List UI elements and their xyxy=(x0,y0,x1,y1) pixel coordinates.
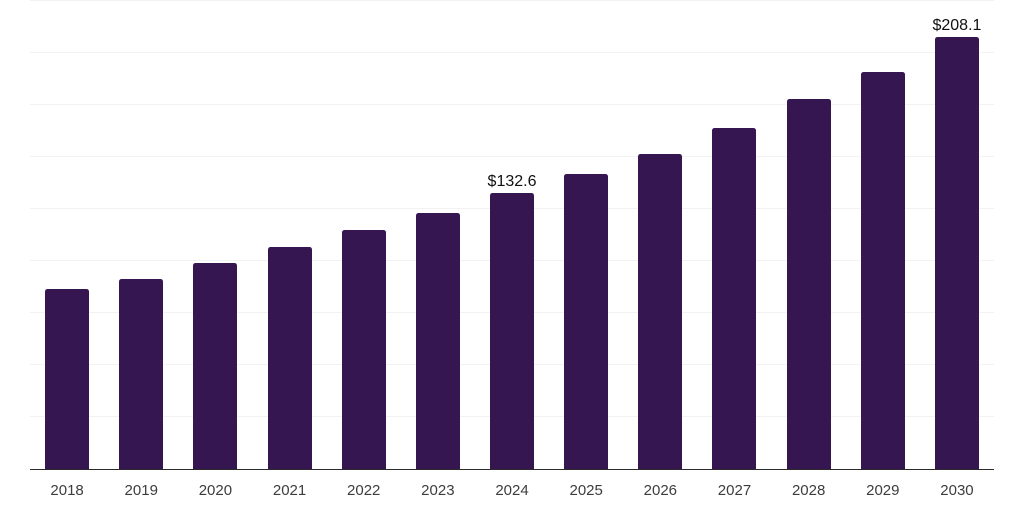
bar-2025 xyxy=(564,174,609,469)
bar-slot-2029 xyxy=(846,1,920,469)
x-tick-2025: 2025 xyxy=(569,482,603,499)
bar-2028 xyxy=(786,99,831,469)
bar-2024 xyxy=(490,193,535,469)
x-tick-2028: 2028 xyxy=(791,482,826,499)
gridline xyxy=(30,104,994,106)
data-label-2030: $208.1 xyxy=(932,17,982,34)
bar-slot-2019 xyxy=(104,1,178,469)
bar-slot-2028 xyxy=(772,1,846,469)
bar-slot-2024: $132.6 xyxy=(475,1,549,469)
x-tick-2027: 2027 xyxy=(717,482,752,499)
bar-slot-2018 xyxy=(30,1,104,469)
bar-2026 xyxy=(638,154,683,469)
data-label-2024: $132.6 xyxy=(487,173,537,190)
bar-2019 xyxy=(119,279,164,469)
bar-slot-2022 xyxy=(327,1,401,469)
x-axis-line xyxy=(30,469,994,470)
x-tick-2019: 2019 xyxy=(124,482,158,499)
bar-slot-2026 xyxy=(623,1,697,469)
x-tick-2021: 2021 xyxy=(272,482,307,499)
gridline xyxy=(30,156,994,158)
bar-2027 xyxy=(712,128,757,469)
bar-2020 xyxy=(193,263,238,469)
bar-slot-2021 xyxy=(252,1,326,469)
gridline xyxy=(30,52,994,54)
bar-slot-2020 xyxy=(178,1,252,469)
bar-slot-2027 xyxy=(697,1,771,469)
x-axis-labels: 2018 2019 2020 2021 2022 2023 2024 2025 2026 2027… xyxy=(30,481,994,501)
x-tick-2018: 2018 xyxy=(50,482,84,499)
bar-2030 xyxy=(934,37,979,469)
x-tick-2024: 2024 xyxy=(495,482,529,499)
x-tick-2022: 2022 xyxy=(347,482,381,499)
bar-2029 xyxy=(860,72,905,469)
bar-2021 xyxy=(267,247,312,469)
x-tick-2026: 2026 xyxy=(643,482,678,499)
bar-slot-2023 xyxy=(401,1,475,469)
plot-area: $132.6 $208.1 xyxy=(30,0,994,469)
bar-slot-2030: $208.1 xyxy=(920,1,994,469)
x-tick-2020: 2020 xyxy=(198,482,233,499)
bars-container: $132.6 $208.1 xyxy=(30,1,994,469)
bar-2022 xyxy=(341,230,386,469)
bar-2023 xyxy=(415,213,460,469)
bar-2018 xyxy=(45,289,90,469)
bar-slot-2025 xyxy=(549,1,623,469)
x-tick-2030: 2030 xyxy=(940,482,974,499)
x-tick-2029: 2029 xyxy=(866,482,900,499)
gridline xyxy=(30,0,994,2)
x-tick-2023: 2023 xyxy=(421,482,455,499)
